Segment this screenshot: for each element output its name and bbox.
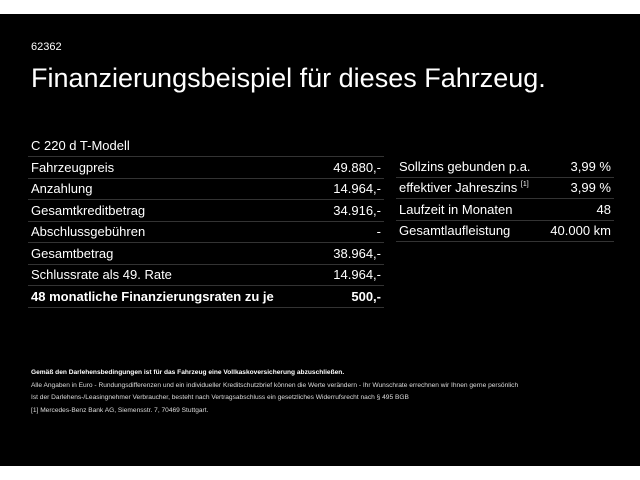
row-value: 40.000 km bbox=[550, 223, 611, 239]
vehicle-code: 62362 bbox=[31, 41, 62, 53]
table-row: Schlussrate als 49. Rate 14.964,- bbox=[28, 265, 384, 286]
finance-table: Fahrzeugpreis 49.880,- Anzahlung 14.964,- … bbox=[28, 156, 384, 308]
footnote-mark: [1] bbox=[31, 407, 39, 414]
model-name: C 220 d T-Modell bbox=[31, 138, 130, 153]
row-value: - bbox=[376, 224, 381, 240]
table-row: effektiver Jahreszins [1] 3,99 % bbox=[396, 178, 614, 199]
disclaimer-line: Alle Angaben in Euro - Rundungsdifferenz… bbox=[31, 382, 519, 389]
insurance-notice: Gemäß den Darlehensbedingungen ist für d… bbox=[31, 369, 345, 376]
row-value: 49.880,- bbox=[333, 159, 381, 175]
row-value: 14.964,- bbox=[333, 267, 381, 283]
row-label: Schlussrate als 49. Rate bbox=[31, 267, 172, 283]
row-value: 34.916,- bbox=[333, 202, 381, 218]
monthly-rate-row: 48 monatliche Finanzierungsraten zu je 50… bbox=[28, 286, 384, 308]
table-row: Anzahlung 14.964,- bbox=[28, 179, 384, 200]
row-label: effektiver Jahreszins bbox=[399, 180, 518, 196]
row-label: Gesamtlaufleistung bbox=[399, 223, 511, 239]
table-row: Fahrzeugpreis 49.880,- bbox=[28, 157, 384, 179]
finance-panel: 62362 Finanzierungsbeispiel für dieses F… bbox=[0, 14, 640, 466]
row-value: 38.964,- bbox=[333, 245, 381, 261]
footnote: [1] Mercedes-Benz Bank AG, Siemensstr. 7… bbox=[31, 407, 208, 414]
table-row: Gesamtbetrag 38.964,- bbox=[28, 243, 384, 265]
table-row: Gesamtlaufleistung 40.000 km bbox=[396, 221, 614, 242]
row-label: Laufzeit in Monaten bbox=[399, 201, 513, 217]
table-row: Laufzeit in Monaten 48 bbox=[396, 199, 614, 221]
row-label: Gesamtbetrag bbox=[31, 245, 114, 261]
row-label: Fahrzeugpreis bbox=[31, 159, 115, 175]
table-row: Sollzins gebunden p.a. 3,99 % bbox=[396, 156, 614, 178]
footnote-ref: [1] bbox=[520, 181, 529, 189]
row-label: Abschlussgebühren bbox=[31, 224, 146, 240]
row-value: 500,- bbox=[351, 288, 381, 304]
row-value: 3,99 % bbox=[570, 180, 611, 196]
table-row: Gesamtkreditbetrag 34.916,- bbox=[28, 200, 384, 222]
footnote-text: Mercedes-Benz Bank AG, Siemensstr. 7, 70… bbox=[40, 407, 209, 414]
row-value: 48 bbox=[596, 201, 611, 217]
row-value: 14.964,- bbox=[333, 181, 381, 197]
row-label: Sollzins gebunden p.a. bbox=[399, 158, 531, 174]
table-row: Abschlussgebühren - bbox=[28, 222, 384, 243]
row-value: 3,99 % bbox=[570, 158, 611, 174]
rate-table: Sollzins gebunden p.a. 3,99 % effektiver … bbox=[396, 156, 614, 242]
withdrawal-notice: Ist der Darlehens-/Leasingnehmer Verbrau… bbox=[31, 394, 409, 401]
row-label: 48 monatliche Finanzierungsraten zu je bbox=[31, 288, 274, 304]
row-label: Anzahlung bbox=[31, 181, 93, 197]
row-label: Gesamtkreditbetrag bbox=[31, 202, 146, 218]
page-title: Finanzierungsbeispiel für dieses Fahrzeu… bbox=[31, 63, 546, 93]
